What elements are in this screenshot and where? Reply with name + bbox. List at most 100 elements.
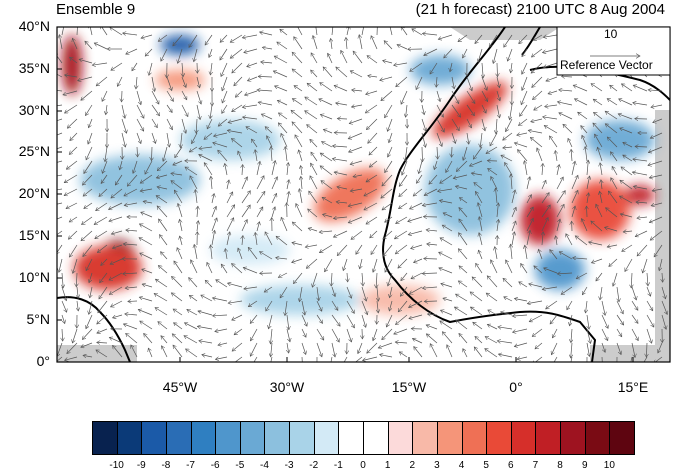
wind-arrow bbox=[387, 118, 393, 131]
wind-arrow bbox=[605, 124, 618, 134]
wind-arrow bbox=[532, 328, 543, 337]
wind-arrow bbox=[424, 188, 438, 196]
wind-arrow bbox=[321, 181, 333, 190]
wind-arrow bbox=[473, 146, 483, 159]
wind-arrow bbox=[137, 146, 138, 157]
wind-arrow bbox=[548, 90, 558, 94]
wind-arrow bbox=[458, 249, 468, 260]
wind-arrow bbox=[506, 260, 513, 274]
wind-arrow bbox=[287, 163, 288, 176]
wind-arrow bbox=[57, 132, 63, 136]
wind-arrow bbox=[459, 333, 468, 344]
wind-arrow bbox=[366, 216, 378, 224]
wind-arrow bbox=[299, 286, 303, 302]
wind-arrow bbox=[120, 160, 122, 170]
wind-arrow bbox=[97, 342, 108, 343]
wind-arrow bbox=[281, 133, 288, 148]
wind-arrow bbox=[646, 342, 647, 357]
wind-arrow bbox=[621, 84, 633, 92]
wind-arrow bbox=[57, 342, 63, 357]
wind-arrow bbox=[377, 300, 378, 313]
wind-arrow bbox=[64, 188, 78, 196]
wind-arrow bbox=[521, 264, 528, 274]
wind-arrow bbox=[184, 323, 198, 330]
wind-arrow bbox=[86, 146, 93, 160]
wind-arrow bbox=[136, 90, 141, 105]
wind-arrow bbox=[442, 332, 453, 344]
wind-arrow bbox=[332, 146, 348, 147]
wind-arrow bbox=[471, 173, 483, 175]
wind-arrow bbox=[399, 188, 408, 197]
colorbar-cell bbox=[92, 421, 118, 455]
wind-arrow bbox=[410, 62, 423, 72]
wind-arrow bbox=[286, 328, 290, 342]
wind-arrow bbox=[351, 356, 363, 362]
wind-arrow bbox=[271, 342, 272, 357]
wind-arrow bbox=[59, 258, 63, 272]
wind-arrow bbox=[383, 244, 393, 256]
wind-arrow bbox=[82, 216, 93, 225]
wind-arrow bbox=[250, 328, 258, 341]
wind-arrow bbox=[57, 216, 63, 220]
wind-arrow bbox=[487, 324, 498, 330]
wind-arrow bbox=[260, 251, 273, 260]
wind-arrow bbox=[309, 191, 318, 204]
wind-arrow bbox=[271, 328, 273, 344]
wind-arrow bbox=[429, 174, 438, 184]
wind-arrow bbox=[495, 247, 497, 260]
wind-arrow bbox=[605, 111, 618, 120]
wind-arrow bbox=[399, 202, 408, 209]
wind-arrow bbox=[384, 41, 393, 50]
wind-arrow bbox=[389, 300, 393, 311]
wind-arrow bbox=[562, 76, 573, 77]
wind-arrow bbox=[447, 345, 453, 358]
wind-arrow bbox=[308, 228, 318, 232]
wind-arrow bbox=[623, 231, 633, 232]
wind-arrow bbox=[57, 174, 63, 177]
wind-arrow bbox=[166, 132, 169, 147]
wind-arrow bbox=[331, 286, 335, 297]
wind-arrow bbox=[585, 147, 587, 162]
wind-arrow bbox=[139, 297, 153, 302]
wind-arrow bbox=[373, 258, 378, 272]
wind-arrow bbox=[514, 299, 528, 302]
wind-arrow bbox=[438, 34, 453, 39]
wind-arrow bbox=[292, 52, 303, 64]
wind-arrow bbox=[57, 188, 63, 191]
wind-arrow bbox=[485, 337, 498, 344]
wind-arrow bbox=[504, 34, 513, 47]
wind-arrow bbox=[85, 104, 93, 116]
wind-arrow bbox=[65, 104, 78, 113]
wind-arrow bbox=[213, 143, 228, 148]
wind-arrow bbox=[199, 147, 213, 149]
plot-header-left: Ensemble 9 bbox=[56, 1, 136, 18]
wind-arrow bbox=[383, 230, 393, 239]
wind-arrow bbox=[661, 314, 666, 329]
wind-arrow bbox=[218, 150, 228, 162]
wind-arrow bbox=[178, 203, 183, 218]
wind-arrow bbox=[336, 67, 348, 78]
wind-arrow bbox=[616, 328, 623, 337]
wind-arrow bbox=[661, 300, 667, 315]
wind-arrow bbox=[571, 175, 578, 190]
wind-arrow bbox=[102, 90, 108, 101]
wind-arrow bbox=[255, 232, 257, 246]
wind-arrow bbox=[606, 208, 618, 218]
wind-arrow bbox=[265, 300, 273, 311]
wind-arrow bbox=[171, 181, 183, 190]
wind-arrow bbox=[161, 48, 168, 61]
wind-arrow bbox=[166, 118, 173, 130]
wind-arrow bbox=[59, 35, 63, 50]
wind-arrow bbox=[633, 85, 648, 92]
wind-arrow bbox=[371, 36, 378, 50]
wind-arrow bbox=[511, 232, 515, 246]
wind-arrow bbox=[440, 237, 453, 246]
colorbar-label: 0 bbox=[360, 460, 366, 471]
wind-arrow bbox=[601, 342, 605, 352]
wind-arrow bbox=[132, 62, 138, 71]
wind-arrow bbox=[278, 272, 288, 278]
wind-arrow bbox=[89, 300, 93, 314]
wind-arrow bbox=[454, 306, 468, 316]
wind-arrow bbox=[530, 137, 543, 148]
y-tick-label-0: 0° bbox=[36, 353, 50, 369]
